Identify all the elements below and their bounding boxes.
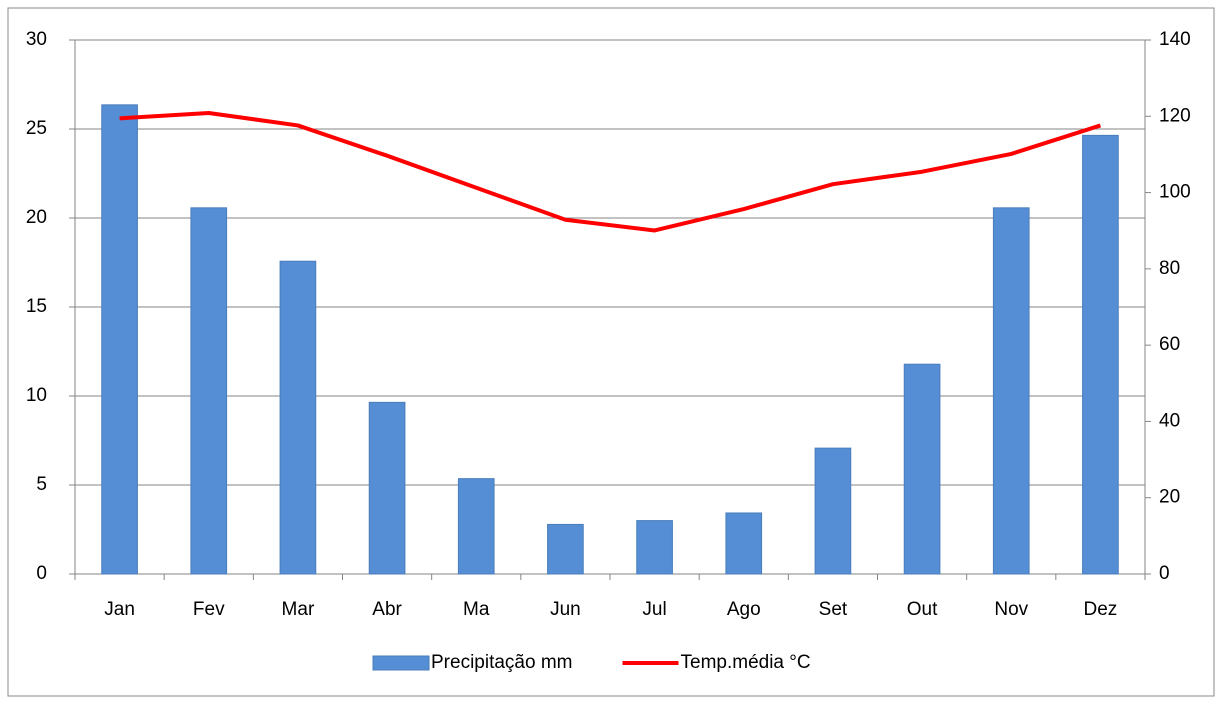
bar [725,512,763,575]
chart-border [7,7,1215,697]
x-tick-label: Ma [463,599,490,620]
x-tick-label: Ago [727,599,761,620]
bar [190,207,228,575]
x-tick-label: Jun [550,599,581,620]
y-tick-label: 5 [36,474,47,495]
x-tick-label: Dez [1084,599,1118,620]
y-tick-label: 15 [26,296,47,317]
y-tick-label: 25 [26,118,47,139]
bar [457,478,495,575]
bar [101,104,138,575]
bar [368,401,406,575]
x-tick-label: Mar [282,599,315,620]
y2-tick-label: 20 [1159,487,1180,508]
y-tick-label: 0 [36,563,47,584]
y2-tick-label: 140 [1159,29,1191,50]
bar [992,207,1030,575]
bar [279,260,317,575]
x-tick-label: Fev [193,599,225,620]
x-tick-label: Out [907,599,938,620]
bar [547,523,584,575]
bar [1082,134,1119,575]
line [119,110,1102,233]
x-tick-label: Nov [994,599,1028,620]
y2-tick-label: 80 [1159,258,1180,279]
legend-label: Temp.média °C [681,652,811,673]
x-tick-label: Set [819,599,848,620]
y2-tick-label: 120 [1159,105,1191,126]
bar [814,447,852,575]
x-tick-label: Jul [642,599,666,620]
legend-label: Precipitação mm [431,652,573,673]
x-tick-label: Jan [104,599,135,620]
y2-tick-label: 0 [1159,563,1170,584]
y-tick-label: 30 [26,29,47,50]
y-tick-label: 20 [26,207,47,228]
bar [903,363,941,575]
legend-swatch [372,655,430,671]
y2-tick-label: 60 [1159,334,1180,355]
x-tick-label: Abr [372,599,402,620]
y-tick-label: 10 [26,385,47,406]
bar [636,520,673,575]
y2-tick-label: 40 [1159,410,1180,431]
y2-tick-label: 100 [1159,182,1191,203]
